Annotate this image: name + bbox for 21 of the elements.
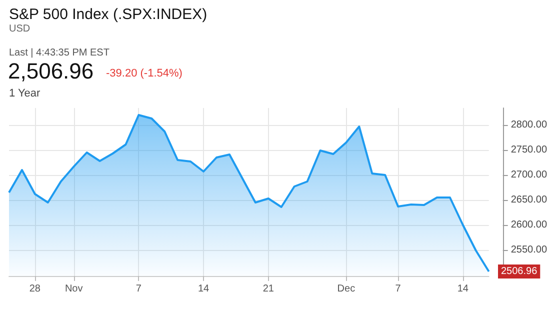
y-tick-label: 2700.00 bbox=[510, 170, 548, 180]
text: Last | 4:43:35 PM EST bbox=[9, 48, 110, 58]
x-tick-label: 7 bbox=[136, 284, 142, 294]
y-tick-label: 2600.00 bbox=[510, 220, 548, 230]
y-tick-label: 2750.00 bbox=[510, 144, 548, 156]
y-tick-label: 2800.00 bbox=[510, 120, 548, 130]
y-tick-label: 2550.00 bbox=[510, 244, 548, 256]
text: 1 Year bbox=[9, 88, 41, 100]
x-tick-label: 14 bbox=[457, 284, 469, 294]
x-tick-label: 7 bbox=[395, 284, 402, 294]
text: -39.20 (-1.54%) bbox=[106, 68, 182, 80]
text: 2,506.96 bbox=[8, 58, 94, 84]
x-tick-label: 14 bbox=[198, 284, 210, 294]
x-tick-label: Nov bbox=[64, 284, 83, 294]
text: 2506.96 bbox=[501, 266, 538, 278]
x-tick-label: 28 bbox=[29, 284, 41, 294]
y-tick-label: 2650.00 bbox=[510, 194, 548, 206]
x-tick-label: 21 bbox=[262, 284, 274, 294]
chart-subtitle: USD bbox=[9, 24, 30, 34]
x-tick-label: Dec bbox=[337, 284, 356, 294]
chart-title: S&P 500 Index (.SPX:INDEX) bbox=[9, 6, 208, 23]
